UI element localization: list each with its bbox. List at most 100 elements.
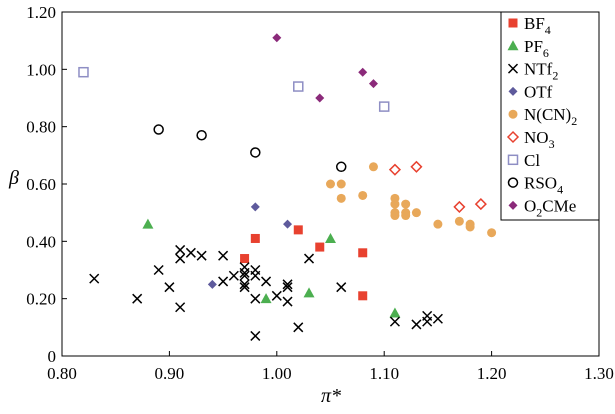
data-point (410, 160, 423, 173)
legend-marker (508, 18, 518, 28)
data-point (196, 250, 207, 261)
data-point (411, 208, 421, 218)
data-point (326, 179, 335, 189)
data-point (261, 276, 272, 287)
data-point (271, 290, 282, 301)
data-point (336, 193, 346, 203)
data-point (388, 163, 402, 176)
data-point (207, 279, 217, 289)
series-otf (207, 202, 293, 289)
series-rso (153, 124, 347, 173)
data-point (389, 307, 401, 318)
data-point (422, 310, 433, 321)
data-point (250, 270, 261, 281)
data-point (175, 253, 186, 264)
legend-entry: N(CN)2 (508, 105, 577, 128)
data-point (315, 93, 325, 103)
legend-label: OTf (524, 82, 553, 101)
legend-marker (508, 109, 518, 119)
data-point (453, 200, 466, 213)
legend-entry: NTf2 (507, 60, 558, 83)
data-point (293, 81, 304, 92)
y-tick-label: 0.80 (26, 118, 56, 137)
data-point (250, 330, 261, 341)
x-tick-label: 1.10 (369, 364, 399, 383)
data-point (401, 211, 411, 221)
data-point (250, 293, 261, 304)
data-point (303, 253, 315, 264)
data-point (132, 293, 143, 304)
legend-label: NO3 (524, 128, 555, 151)
data-point (153, 264, 164, 276)
data-point (175, 302, 186, 313)
data-point (282, 282, 293, 293)
data-point (465, 222, 475, 232)
x-tick-label: 1.20 (477, 364, 507, 383)
data-point (153, 124, 164, 135)
data-point (358, 248, 368, 258)
y-tick-label: 0 (48, 347, 57, 366)
x-tick-label: 1.30 (584, 364, 614, 383)
y-tick-label: 1.00 (26, 60, 56, 79)
legend-label: BF4 (524, 14, 551, 37)
legend-entry: OTf (508, 82, 553, 101)
data-point (390, 211, 400, 221)
data-point (250, 233, 260, 243)
data-point (433, 219, 443, 229)
data-point (175, 244, 186, 255)
data-point (282, 296, 293, 307)
data-point (218, 250, 229, 261)
data-point (282, 279, 293, 290)
legend-entry: NO3 (506, 128, 555, 151)
data-point (454, 216, 464, 226)
data-point (411, 319, 422, 330)
data-point (164, 282, 175, 293)
data-point (228, 270, 239, 281)
data-point (358, 190, 368, 200)
data-point (358, 67, 368, 77)
data-point (303, 287, 315, 298)
y-tick-label: 1.20 (26, 3, 56, 22)
legend-label: RSO4 (524, 174, 563, 197)
data-point (325, 232, 336, 243)
series-no (388, 160, 487, 213)
x-axis-title: π* (321, 385, 341, 407)
data-point (272, 33, 282, 43)
axis-ticks: 0.80 0.90 1.00 1.10 1.20 1.30 0 0.20 0.40 0.60 0.8… (26, 3, 614, 383)
legend-marker (506, 130, 520, 144)
data-point (336, 179, 346, 189)
data-point (196, 130, 207, 141)
series-pf (142, 218, 401, 318)
data-point (315, 242, 325, 252)
y-tick-label: 0.60 (26, 175, 56, 194)
legend-marker (507, 177, 519, 188)
data-point (239, 279, 250, 290)
data-point (335, 161, 347, 173)
data-point (432, 313, 443, 324)
series-o (272, 33, 378, 103)
y-axis-title: β (8, 167, 19, 189)
data-point (239, 262, 250, 273)
data-points (78, 33, 497, 341)
data-point (368, 79, 378, 89)
legend-marker (507, 40, 519, 51)
legend-label: NTf2 (524, 60, 558, 83)
data-point (239, 270, 250, 281)
y-tick-label: 0.40 (26, 232, 56, 251)
data-point (378, 101, 390, 112)
legend-label: Cl (524, 151, 540, 170)
legend-label: N(CN)2 (524, 105, 577, 128)
data-point (474, 198, 487, 211)
legend-entry: PF6 (507, 37, 549, 60)
series-ncn (326, 162, 497, 238)
data-point (260, 293, 272, 304)
x-tick-label: 0.90 (155, 364, 185, 383)
data-point (358, 291, 368, 301)
data-point (142, 218, 154, 229)
data-point (487, 228, 497, 238)
legend-label: O2CMe (524, 196, 576, 219)
legend-entry: O2CMe (508, 196, 576, 219)
data-point (389, 316, 400, 327)
data-point (250, 202, 260, 212)
